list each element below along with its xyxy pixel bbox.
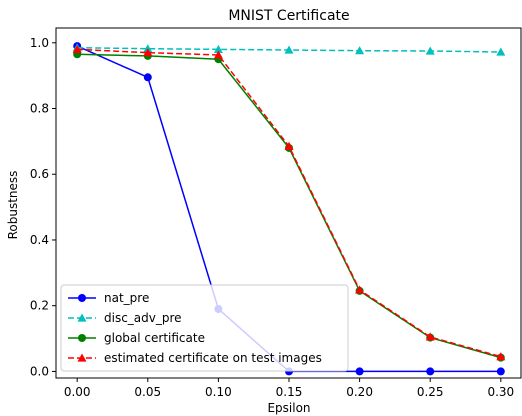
legend-label: estimated certificate on test images xyxy=(104,351,322,365)
x-tick-label: 0.10 xyxy=(205,385,232,399)
legend-marker xyxy=(78,334,86,342)
data-point xyxy=(496,367,505,376)
data-point xyxy=(355,285,365,294)
x-tick-label: 0.05 xyxy=(134,385,161,399)
data-point xyxy=(425,46,435,55)
x-tick-label: 0.00 xyxy=(64,385,91,399)
x-tick-label: 0.20 xyxy=(346,385,373,399)
x-tick-label: 0.25 xyxy=(417,385,444,399)
data-point xyxy=(284,141,294,150)
x-tick-label: 0.30 xyxy=(487,385,514,399)
legend-box xyxy=(60,284,349,372)
y-axis-label: Robustness xyxy=(6,171,20,240)
chart-title: MNIST Certificate xyxy=(228,8,349,24)
series-1 xyxy=(72,43,506,56)
data-point xyxy=(426,367,435,376)
legend-label: nat_pre xyxy=(104,291,149,305)
y-tick-label: 0.4 xyxy=(30,233,49,247)
y-tick-label: 0.0 xyxy=(30,364,49,378)
legend-label: disc_adv_pre xyxy=(104,311,182,325)
data-point xyxy=(496,352,506,361)
data-point xyxy=(213,50,223,59)
plot-area xyxy=(72,42,506,376)
data-point xyxy=(496,47,506,56)
x-axis-label: Epsilon xyxy=(267,401,310,415)
y-tick-label: 1.0 xyxy=(30,36,49,50)
data-point xyxy=(355,46,365,55)
axes: 0.00 0.05 0.10 0.15 0.20 0.25 0.30 0.0 0.2 0.4 0.6… xyxy=(30,36,514,399)
data-point xyxy=(143,73,152,82)
data-point xyxy=(143,48,153,57)
series-3 xyxy=(72,44,506,361)
x-tick-label: 0.15 xyxy=(276,385,303,399)
legend-marker xyxy=(77,313,87,322)
data-point xyxy=(284,45,294,54)
y-tick-label: 0.2 xyxy=(30,299,49,313)
legend-label: global certificate xyxy=(104,331,205,345)
y-tick-label: 0.8 xyxy=(30,102,49,116)
data-point xyxy=(72,44,82,53)
legend-marker xyxy=(77,353,87,362)
data-point xyxy=(425,332,435,341)
y-tick-label: 0.6 xyxy=(30,167,49,181)
data-point xyxy=(213,44,223,53)
legend-marker xyxy=(78,294,86,302)
data-point xyxy=(355,367,364,376)
